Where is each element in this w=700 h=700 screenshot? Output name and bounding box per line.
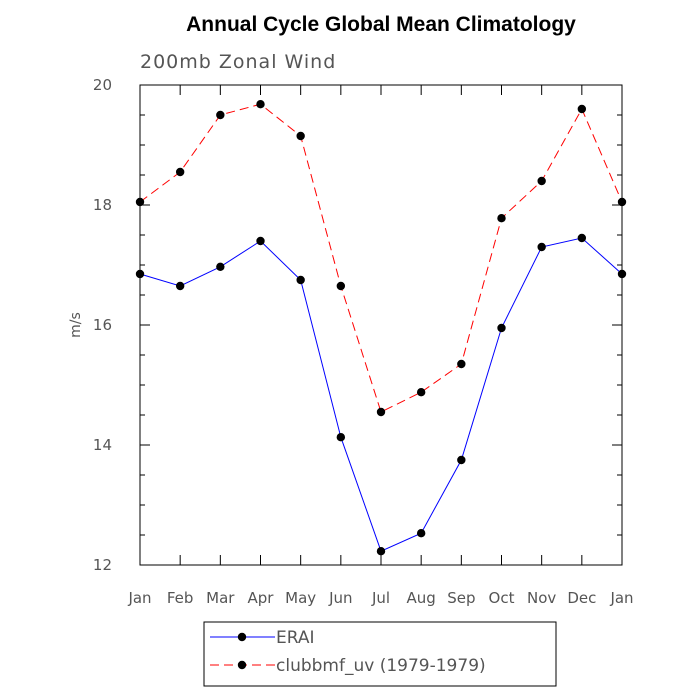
x-axis-tick-labels: Jan Feb Mar Apr May Jun Jul Aug Sep Oct Nov Dec Jan [127, 589, 633, 607]
data-point-erai [537, 242, 546, 252]
plot-frame [139, 84, 623, 566]
y-tick-label: 12 [93, 556, 112, 574]
x-tick-label: Mar [206, 589, 235, 607]
data-point-clubbmf [336, 281, 346, 291]
x-tick-label: Jul [371, 589, 390, 607]
data-point-erai [256, 236, 265, 246]
x-tick-label: Dec [567, 589, 596, 607]
data-point-erai [497, 323, 506, 333]
data-point-clubbmf [416, 388, 426, 397]
y-tick-label: 20 [93, 76, 112, 94]
data-point-clubbmf [135, 197, 145, 207]
legend-marker-erai [237, 632, 247, 642]
data-point-clubbmf [497, 214, 506, 223]
y-tick-label: 14 [93, 436, 112, 454]
data-point-clubbmf [617, 197, 627, 207]
data-point-clubbmf [537, 176, 546, 186]
data-point-clubbmf [296, 131, 305, 141]
data-point-erai [296, 275, 305, 285]
x-tick-label: Jan [127, 589, 151, 607]
x-tick-label: Nov [527, 589, 556, 607]
data-point-erai [416, 529, 426, 538]
y-tick-label: 16 [93, 316, 112, 334]
legend-label-erai: ERAI [276, 628, 315, 648]
data-point-clubbmf [216, 110, 225, 120]
series-line-erai [139, 237, 623, 552]
data-point-clubbmf [376, 407, 386, 417]
y-axis-label: m/s [68, 312, 84, 338]
legend-marker-clubbmf [237, 660, 247, 670]
series-layer [135, 100, 627, 556]
data-point-clubbmf [175, 167, 185, 177]
legend-label-clubbmf: clubbmf_uv (1979-1979) [276, 656, 486, 676]
chart-title: Annual Cycle Global Mean Climatology [186, 13, 576, 36]
legend: ERAI clubbmf_uv (1979-1979) [203, 621, 557, 687]
chart-subtitle: 200mb Zonal Wind [140, 51, 336, 73]
data-point-erai [457, 455, 466, 465]
data-point-erai [376, 547, 386, 556]
x-tick-label: Apr [248, 589, 275, 607]
data-point-clubbmf [577, 104, 587, 114]
data-point-erai [336, 433, 346, 442]
y-axis-tick-labels: 12 14 16 18 20 [93, 76, 112, 574]
series-line-clubbmf [139, 103, 623, 413]
data-point-erai [135, 269, 145, 279]
x-tick-label: Aug [407, 589, 436, 607]
x-tick-label: Sep [447, 589, 475, 607]
x-tick-label: May [285, 589, 316, 607]
x-tick-label: Feb [167, 589, 194, 607]
y-tick-label: 18 [93, 196, 112, 214]
data-point-erai [216, 262, 225, 271]
axis-ticks [139, 84, 623, 566]
x-tick-label: Jun [328, 589, 352, 607]
data-point-erai [175, 281, 185, 291]
data-point-erai [577, 233, 587, 243]
x-tick-label: Jan [609, 589, 633, 607]
legend-box [203, 621, 557, 687]
x-tick-label: Oct [489, 589, 515, 607]
data-point-clubbmf [256, 100, 265, 109]
data-point-clubbmf [457, 359, 466, 369]
data-point-erai [617, 269, 627, 279]
